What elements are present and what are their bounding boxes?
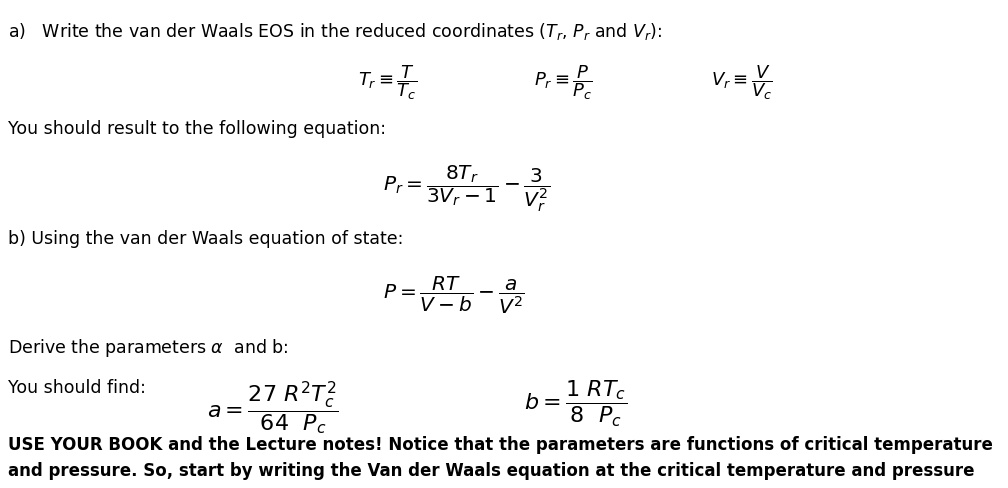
Text: Derive the parameters $\alpha$  and b:: Derive the parameters $\alpha$ and b:: [8, 337, 288, 359]
Text: USE YOUR BOOK and the Lecture notes! Notice that the parameters are functions of: USE YOUR BOOK and the Lecture notes! Not…: [8, 435, 993, 488]
Text: You should result to the following equation:: You should result to the following equat…: [8, 120, 386, 138]
Text: $V_r \equiv \dfrac{V}{V_c}$: $V_r \equiv \dfrac{V}{V_c}$: [711, 63, 772, 102]
Text: b) Using the van der Waals equation of state:: b) Using the van der Waals equation of s…: [8, 229, 403, 247]
Text: You should find:: You should find:: [8, 378, 146, 396]
Text: $P_r = \dfrac{8T_r}{3V_r - 1} - \dfrac{3}{V_r^2}$: $P_r = \dfrac{8T_r}{3V_r - 1} - \dfrac{3…: [383, 163, 550, 214]
Text: $T_r \equiv \dfrac{T}{T_c}$: $T_r \equiv \dfrac{T}{T_c}$: [358, 63, 417, 102]
Text: $b = \dfrac{1\ RT_c}{8\ \ P_c}$: $b = \dfrac{1\ RT_c}{8\ \ P_c}$: [524, 378, 627, 428]
Text: $P_r \equiv \dfrac{P}{P_c}$: $P_r \equiv \dfrac{P}{P_c}$: [534, 63, 593, 102]
Text: $a = \dfrac{27\ R^2 T_c^2}{64\ \ P_c}$: $a = \dfrac{27\ R^2 T_c^2}{64\ \ P_c}$: [207, 378, 339, 436]
Text: $P = \dfrac{RT}{V - b} - \dfrac{a}{V^2}$: $P = \dfrac{RT}{V - b} - \dfrac{a}{V^2}$: [383, 273, 525, 315]
Text: a)   Write the van der Waals EOS in the reduced coordinates ($T_r$, $P_r$ and $V: a) Write the van der Waals EOS in the re…: [8, 20, 662, 41]
